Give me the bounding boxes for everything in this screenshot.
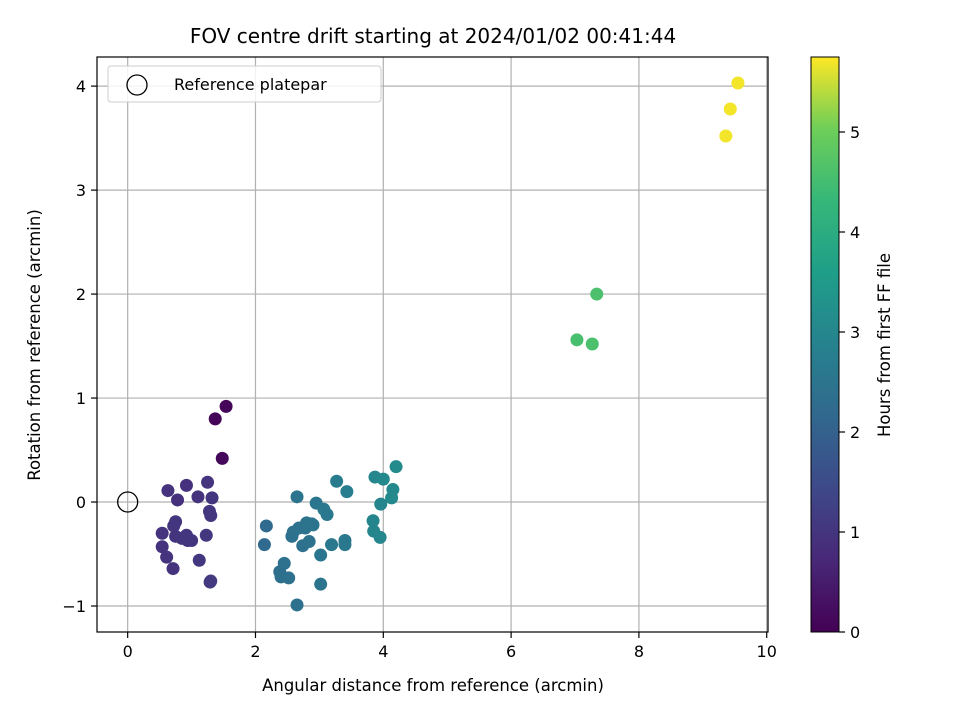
y-tick-label: −1 bbox=[62, 597, 86, 616]
data-point bbox=[171, 493, 185, 507]
data-point bbox=[282, 571, 296, 585]
data-point bbox=[719, 129, 733, 143]
x-tick-label: 0 bbox=[123, 642, 133, 661]
data-point bbox=[167, 519, 181, 533]
y-tick-label: 1 bbox=[76, 389, 86, 408]
reference-marker-group bbox=[117, 491, 139, 513]
data-point bbox=[585, 337, 599, 351]
data-point bbox=[389, 460, 403, 474]
data-point bbox=[259, 519, 273, 533]
data-point bbox=[373, 530, 387, 544]
data-point bbox=[192, 553, 206, 567]
data-point bbox=[205, 491, 219, 505]
data-point bbox=[215, 451, 229, 465]
data-points bbox=[155, 76, 745, 612]
colorbar-tick-label: 5 bbox=[850, 123, 860, 142]
chart-title: FOV centre drift starting at 2024/01/02 … bbox=[190, 24, 676, 48]
colorbar-ticks: 0 1 2 3 4 5 bbox=[839, 123, 860, 642]
data-point bbox=[257, 538, 271, 552]
data-point bbox=[374, 497, 388, 511]
reference-platepar-marker bbox=[117, 491, 139, 513]
data-point bbox=[201, 475, 215, 489]
data-point bbox=[204, 574, 218, 588]
data-point bbox=[204, 509, 218, 523]
data-point bbox=[366, 514, 380, 528]
data-point bbox=[199, 528, 213, 542]
x-tick-label: 6 bbox=[506, 642, 516, 661]
data-point bbox=[314, 548, 328, 562]
colorbar-label: Hours from first FF file bbox=[875, 253, 894, 437]
data-point bbox=[320, 508, 334, 522]
data-point bbox=[155, 540, 169, 554]
data-point bbox=[161, 484, 175, 498]
data-point bbox=[731, 76, 745, 90]
data-point bbox=[570, 333, 584, 347]
colorbar-tick-label: 1 bbox=[850, 523, 860, 542]
y-tick-label: 0 bbox=[76, 493, 86, 512]
data-point bbox=[590, 287, 604, 301]
data-point bbox=[160, 550, 174, 564]
y-axis-label: Rotation from reference (arcmin) bbox=[25, 209, 44, 481]
data-point bbox=[219, 399, 233, 413]
data-point bbox=[290, 490, 304, 504]
y-tick-label: 2 bbox=[76, 285, 86, 304]
data-point bbox=[723, 102, 737, 116]
y-axis-ticks: −1 0 1 2 3 4 bbox=[62, 77, 97, 616]
colorbar-tick-label: 4 bbox=[850, 223, 860, 242]
data-point bbox=[191, 490, 205, 504]
plot-frame bbox=[96, 56, 769, 633]
data-point bbox=[330, 474, 344, 488]
x-axis-label: Angular distance from reference (arcmin) bbox=[262, 676, 604, 695]
legend-label: Reference platepar bbox=[174, 75, 327, 94]
x-tick-label: 2 bbox=[250, 642, 260, 661]
x-tick-label: 8 bbox=[634, 642, 644, 661]
data-point bbox=[179, 478, 193, 492]
data-point bbox=[166, 562, 180, 576]
grid bbox=[97, 57, 768, 632]
y-tick-label: 3 bbox=[76, 181, 86, 200]
data-point bbox=[155, 526, 169, 540]
data-point bbox=[340, 485, 354, 499]
x-axis-ticks: 0 2 4 6 8 10 bbox=[123, 632, 777, 661]
colorbar: 0 1 2 3 4 5 Hours from first FF file bbox=[810, 56, 894, 642]
data-point bbox=[325, 538, 339, 552]
y-tick-label: 4 bbox=[76, 77, 86, 96]
data-point bbox=[385, 491, 399, 505]
legend: Reference platepar bbox=[107, 65, 382, 103]
colorbar-gradient bbox=[810, 56, 840, 633]
x-tick-label: 4 bbox=[378, 642, 388, 661]
data-point bbox=[314, 577, 328, 591]
x-tick-label: 10 bbox=[757, 642, 777, 661]
colorbar-tick-label: 2 bbox=[850, 423, 860, 442]
data-point bbox=[185, 533, 199, 547]
data-point bbox=[208, 412, 222, 426]
data-point bbox=[338, 538, 352, 552]
data-point bbox=[302, 535, 316, 549]
data-point bbox=[306, 518, 320, 532]
legend-open-circle-icon bbox=[126, 74, 148, 96]
colorbar-tick-label: 0 bbox=[850, 623, 860, 642]
legend-box bbox=[107, 65, 382, 103]
colorbar-tick-label: 3 bbox=[850, 323, 860, 342]
data-point bbox=[376, 472, 390, 486]
data-point bbox=[290, 598, 304, 612]
